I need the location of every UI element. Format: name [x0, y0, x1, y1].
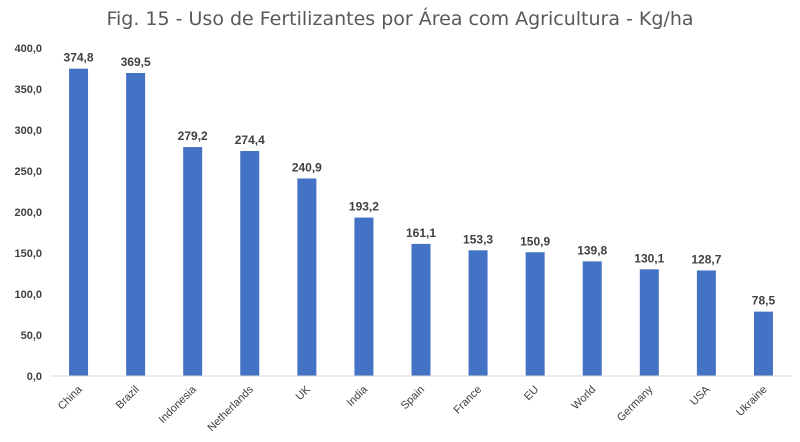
data-label: 78,5: [752, 294, 776, 308]
y-tick-label: 350,0: [14, 84, 42, 96]
x-tick-label: Brazil: [114, 384, 142, 412]
bar-uk: [297, 178, 317, 376]
chart-title: Fig. 15 - Uso de Fertilizantes por Área …: [106, 8, 694, 30]
bar-china: [69, 68, 89, 376]
bars: 374,8 369,5 279,2 274,4 240,9 193,2 161,1 153,3…: [64, 51, 776, 376]
data-label: 150,9: [520, 234, 550, 248]
bar-world: [582, 261, 602, 376]
y-tick-label: 400,0: [14, 43, 42, 55]
x-tick-label: World: [570, 384, 599, 413]
bar-ukraine: [753, 311, 773, 376]
data-label: 279,2: [178, 129, 208, 143]
data-label: 161,1: [406, 226, 436, 240]
x-tick-label: Ukraine: [734, 384, 769, 419]
y-tick-label: 300,0: [14, 125, 42, 137]
x-tick-label: Netherlands: [205, 383, 256, 434]
x-tick-label: Spain: [399, 384, 427, 412]
x-tick-label: EU: [522, 384, 541, 403]
x-tick-label: Indonesia: [157, 383, 200, 426]
y-axis: 0,0 50,0 100,0 150,0 200,0 250,0 300,0 350,0 400…: [14, 43, 42, 383]
bar-eu: [525, 252, 545, 376]
bar-brazil: [126, 73, 146, 376]
y-tick-label: 100,0: [14, 289, 42, 301]
bar-netherlands: [240, 150, 260, 376]
y-tick-label: 150,0: [14, 248, 42, 260]
bar-usa: [696, 270, 716, 376]
x-tick-label: Germany: [615, 383, 656, 424]
y-tick-label: 200,0: [14, 207, 42, 219]
x-tick-label: China: [56, 383, 85, 412]
bar-indonesia: [183, 147, 203, 376]
data-label: 374,8: [64, 51, 94, 65]
x-tick-label: India: [345, 383, 371, 409]
bar-france: [468, 250, 488, 376]
y-tick-label: 250,0: [14, 166, 42, 178]
data-label: 139,8: [577, 243, 607, 257]
data-label: 130,1: [634, 251, 664, 265]
bar-india: [354, 217, 374, 376]
x-axis: China Brazil Indonesia Netherlands UK India Sp…: [50, 375, 792, 434]
data-label: 128,7: [691, 252, 721, 266]
bar-germany: [639, 269, 659, 376]
data-label: 193,2: [349, 200, 379, 214]
x-tick-label: France: [451, 384, 484, 417]
y-tick-label: 50,0: [21, 330, 42, 342]
x-tick-label: USA: [688, 383, 713, 408]
data-label: 153,3: [463, 232, 493, 246]
y-tick-label: 0,0: [27, 371, 42, 383]
x-tick-label: UK: [294, 383, 314, 403]
data-label: 369,5: [121, 55, 151, 69]
bar-spain: [411, 243, 431, 376]
data-label: 274,4: [235, 133, 265, 147]
data-label: 240,9: [292, 160, 322, 174]
